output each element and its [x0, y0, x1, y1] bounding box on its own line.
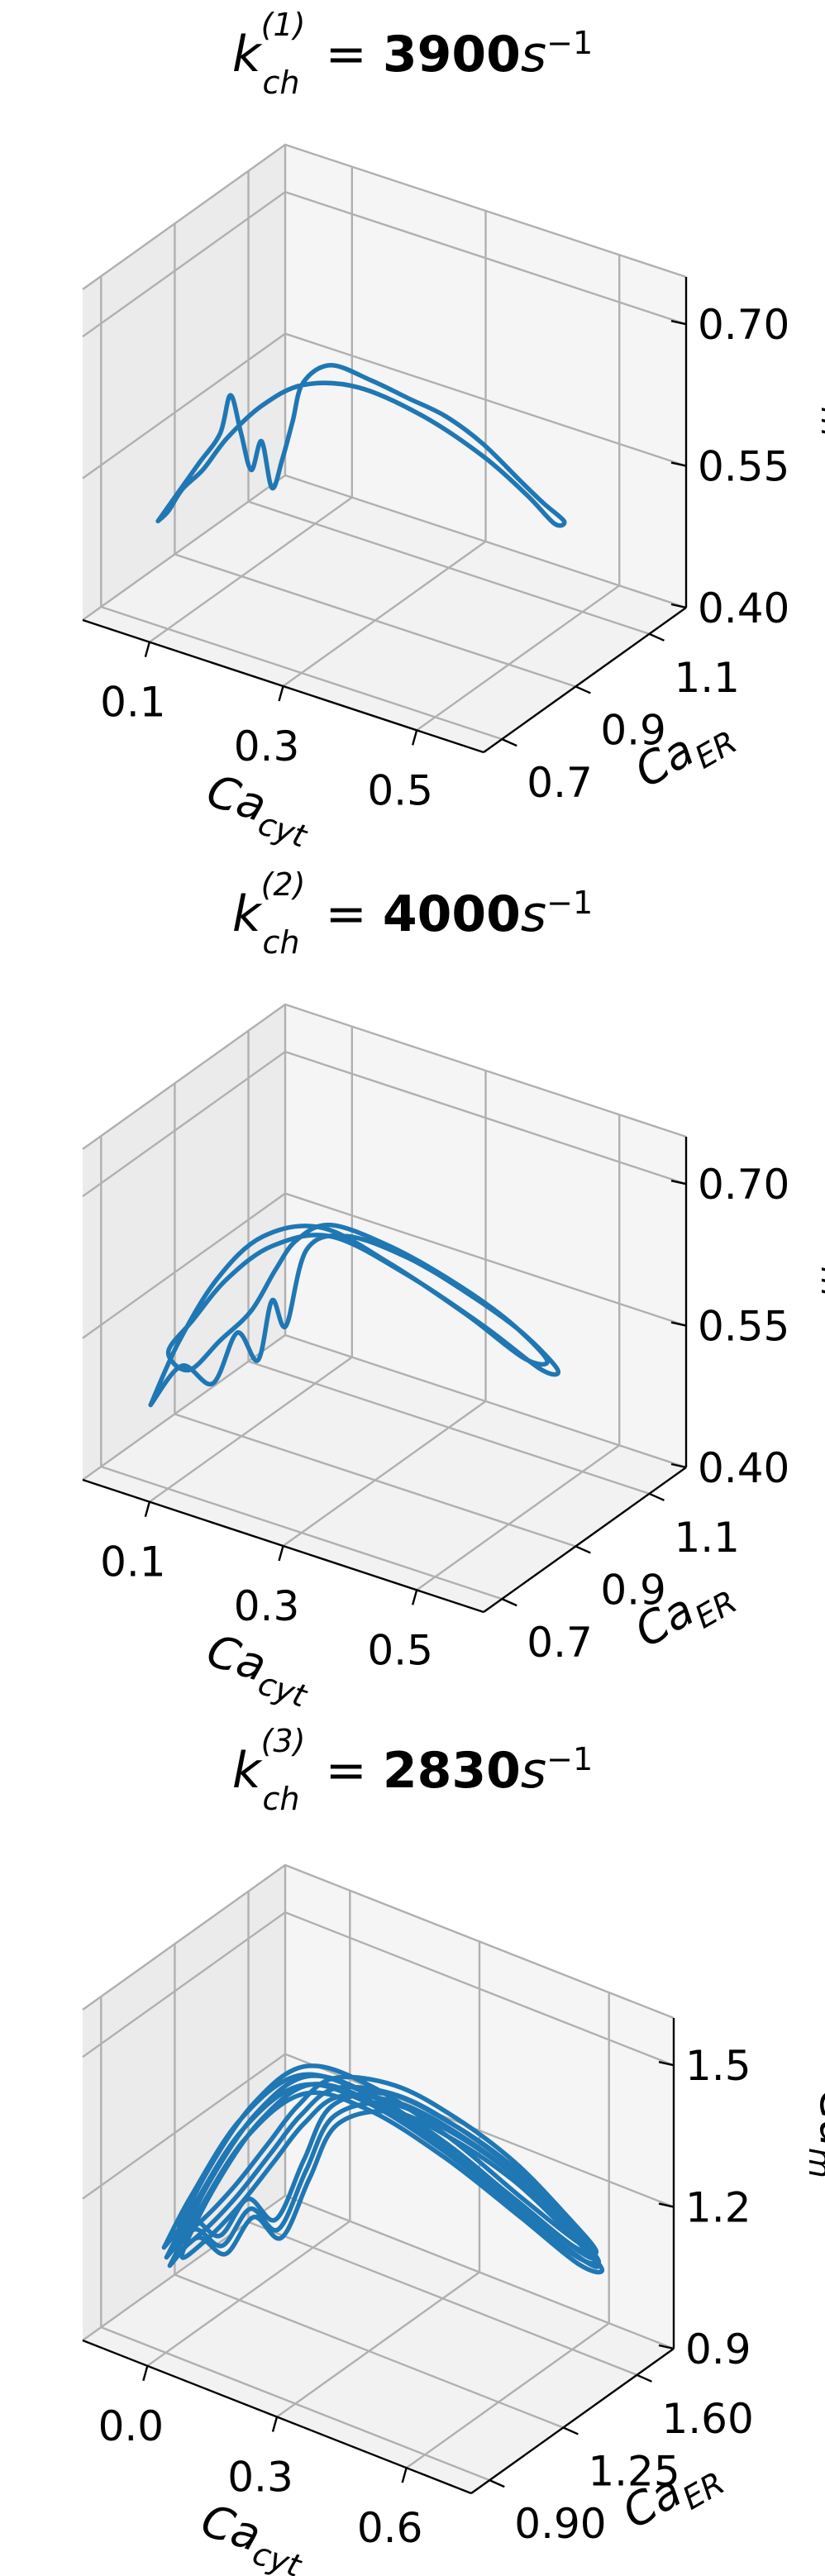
x-axis-label: Cacyt	[198, 765, 320, 856]
title-value: 3900	[382, 26, 521, 83]
chart-title: k(2)ch = 4000s−1	[231, 866, 594, 961]
y-tick-label: 1.1	[674, 654, 740, 702]
trajectory-line	[148, 1223, 561, 1408]
x-tick-label: 0.5	[367, 766, 433, 814]
z-tick	[658, 2060, 675, 2067]
y-tick-label: 1.25	[588, 2447, 680, 2495]
title-value: 4000	[382, 885, 521, 943]
y-axis-line	[470, 2348, 675, 2494]
z-tick-label: 0.70	[698, 1161, 789, 1209]
chart-title: k(3)ch = 2830s−1	[231, 1723, 594, 1817]
plot-3d: 0.00.30.6 0.901.251.600.91.21.5CacytCaERC…	[82, 1863, 825, 2576]
y-tick	[648, 1492, 665, 1501]
y-tick-label: 0.7	[527, 1619, 593, 1667]
title-value: 2830	[382, 1742, 521, 1800]
y-axis-line	[483, 1467, 687, 1613]
chart-title: k(1)ch = 3900s−1	[231, 7, 594, 101]
z-axis-label: Cam	[814, 348, 825, 437]
z-tick-label: 0.40	[698, 584, 789, 632]
z-tick-label: 1.2	[685, 2184, 751, 2232]
z-tick	[658, 2344, 675, 2350]
x-tick-label: 0.3	[234, 1582, 300, 1630]
z-tick	[670, 603, 687, 609]
y-tick	[575, 685, 591, 694]
x-tick-label: 0.3	[227, 2454, 293, 2502]
y-tick	[648, 632, 665, 642]
z-tick-label: 0.9	[685, 2326, 751, 2373]
x-tick	[278, 685, 284, 702]
x-tick	[144, 642, 151, 657]
y-tick-label: 0.90	[514, 2500, 606, 2548]
y-tick-label: 0.7	[527, 759, 593, 807]
x-tick	[142, 2365, 149, 2382]
chart-panel-3: k(3)ch = 2830s−1 0.0 0.3 0.6 0.90 1.25 1.60 0.9…	[0, 1716, 825, 2576]
z-axis-label: Cam	[802, 2089, 825, 2178]
y-tick	[501, 737, 517, 747]
x-axis-label: Cacyt	[198, 1624, 320, 1715]
x-tick-label: 0.1	[100, 1538, 166, 1586]
side-pane	[83, 1865, 285, 2340]
z-tick	[670, 1179, 687, 1185]
y-tick	[489, 2478, 505, 2488]
y-tick	[501, 1597, 517, 1607]
plot-3d: 0.10.30.5 0.70.91.10.400.550.70CacytCaERC…	[82, 1003, 825, 1715]
x-tick	[401, 2467, 408, 2483]
y-tick-label: 1.60	[661, 2395, 753, 2443]
x-tick	[411, 1590, 418, 1605]
x-tick	[411, 730, 418, 746]
z-tick-label: 0.40	[698, 1444, 789, 1492]
x-tick	[144, 1501, 151, 1517]
chart-panel-2: k(2)ch = 4000s−1 0.1 0.3 0.5 0.7 0.9 1.1 0.40 0.…	[0, 860, 825, 1720]
y-tick-label: 0.9	[600, 706, 666, 754]
z-tick	[670, 1321, 687, 1327]
z-tick	[670, 319, 687, 326]
x-tick-label: 0.0	[98, 2402, 165, 2450]
y-tick	[562, 2426, 579, 2435]
trajectory-line	[155, 363, 567, 528]
side-pane	[83, 1004, 285, 1480]
chart-panel-1: k(1)ch = 3900s−1 0.1 0.3 0.5 0.7 0.9 1.1 0.40 0.…	[0, 0, 825, 860]
z-tick-label: 1.5	[685, 2042, 751, 2090]
y-tick	[575, 1545, 591, 1554]
z-tick-label: 0.55	[698, 1303, 789, 1351]
y-tick	[636, 2373, 652, 2383]
z-tick	[670, 1462, 687, 1469]
y-tick-label: 0.9	[600, 1566, 666, 1614]
z-tick	[670, 461, 687, 467]
x-axis-label: Cacyt	[193, 2494, 314, 2576]
z-tick	[658, 2202, 675, 2208]
x-tick-label: 0.5	[367, 1626, 433, 1674]
x-tick	[278, 1545, 284, 1562]
z-tick-label: 0.55	[698, 443, 789, 491]
side-pane	[83, 145, 285, 620]
z-axis-label: Cam	[814, 1208, 825, 1297]
x-tick-label: 0.3	[234, 723, 300, 770]
x-tick	[271, 2416, 279, 2432]
x-tick-label: 0.1	[100, 679, 166, 727]
y-axis-line	[483, 607, 687, 753]
trajectory-line-loop	[161, 2063, 599, 2257]
x-tick-label: 0.6	[357, 2504, 423, 2552]
z-tick-label: 0.70	[698, 301, 789, 349]
plot-3d: 0.10.30.5 0.70.91.10.400.550.70CacytCaERC…	[82, 143, 825, 856]
y-tick-label: 1.1	[674, 1514, 740, 1562]
